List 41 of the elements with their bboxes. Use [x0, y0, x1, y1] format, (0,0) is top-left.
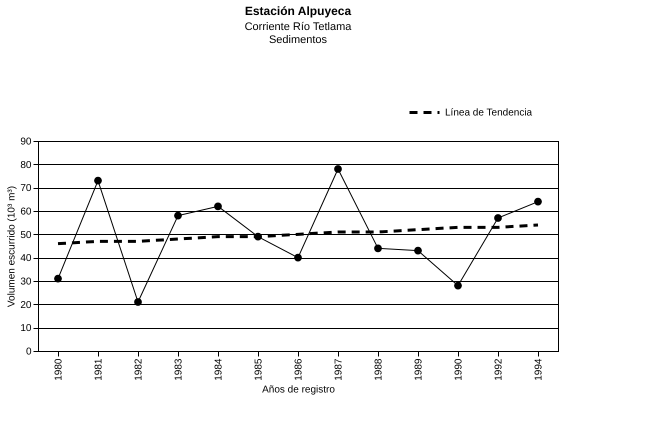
- legend-label: Línea de Tendencia: [445, 108, 533, 118]
- x-tick-label: 1988: [374, 358, 384, 381]
- y-tick-label: 0: [26, 346, 32, 358]
- y-tick-label: 30: [20, 276, 32, 288]
- x-tick-label: 1985: [254, 358, 264, 381]
- x-tick-label: 1982: [134, 358, 144, 381]
- x-tick-label: 1981: [94, 358, 104, 381]
- y-tick-label: 10: [20, 323, 32, 334]
- point: [334, 165, 342, 173]
- point: [454, 282, 462, 290]
- y-tick-label: 90: [20, 136, 32, 148]
- x-tick-label: 1983: [174, 358, 184, 381]
- x-tick-label: 1989: [414, 358, 424, 381]
- point: [134, 298, 142, 306]
- point: [374, 244, 382, 252]
- y-tick-label: 40: [20, 253, 32, 264]
- y-tick-label: 50: [20, 230, 32, 241]
- x-tick-label: 1990: [454, 358, 464, 381]
- x-tick-label: 1987: [334, 358, 344, 381]
- point: [214, 202, 222, 210]
- point: [54, 274, 62, 283]
- y-tick-label: 20: [20, 300, 32, 311]
- y-tick-label: 70: [20, 183, 32, 194]
- chart-title: Estación Alpuyeca: [244, 4, 352, 18]
- x-tick-label: 1980: [54, 358, 64, 381]
- y-tick-label: 80: [20, 160, 32, 171]
- y-tick-label: 60: [20, 206, 32, 218]
- point: [414, 246, 422, 255]
- x-tick-label: 1994: [534, 358, 544, 381]
- chart-subtitle: Corriente Río Tetlama Sedimentos: [244, 21, 352, 46]
- point: [174, 212, 182, 220]
- point: [254, 232, 262, 241]
- point: [534, 198, 542, 206]
- y-axis-title: Volumen escurrido (10³ m³): [6, 186, 18, 308]
- x-tick-label: 1992: [494, 358, 504, 381]
- x-axis-title: Años de registro: [262, 384, 336, 396]
- point: [494, 214, 502, 222]
- x-tick-label: 1984: [214, 358, 224, 381]
- point: [94, 176, 102, 185]
- point: [294, 254, 302, 262]
- x-tick-label: 1986: [294, 358, 304, 381]
